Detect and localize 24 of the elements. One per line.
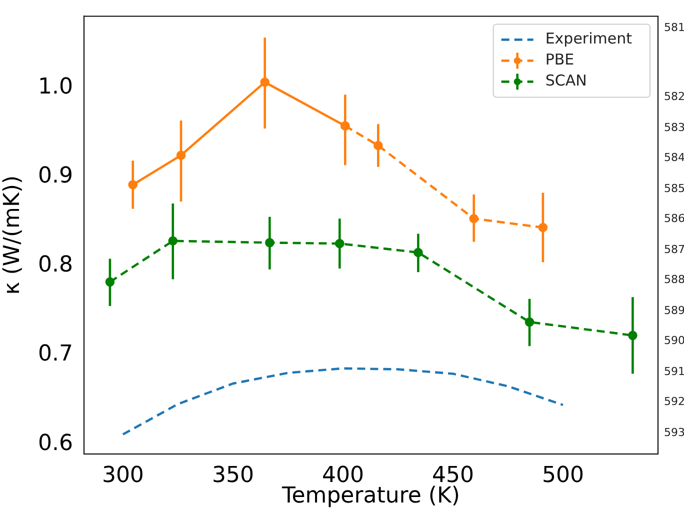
text: 587 bbox=[664, 242, 684, 256]
text: 585 bbox=[664, 182, 684, 194]
text: 588 bbox=[664, 273, 684, 286]
y-tick-label: 0.6 bbox=[38, 430, 73, 456]
y-axis-title: κ (W/(mK)) bbox=[0, 175, 25, 295]
text: 591 bbox=[664, 364, 684, 378]
text: 590 bbox=[664, 334, 684, 347]
text: 589 bbox=[664, 304, 684, 316]
text: 593 bbox=[664, 426, 684, 438]
text: 581 bbox=[664, 21, 684, 34]
legend-label: Experiment bbox=[545, 30, 632, 48]
y-tick-label: 1.0 bbox=[38, 74, 73, 100]
y-tick-label: 0.8 bbox=[38, 252, 73, 278]
text: 583 bbox=[664, 120, 684, 134]
y-tick-label: 0.7 bbox=[38, 342, 73, 367]
x-tick-label: 500 bbox=[542, 462, 584, 488]
legend-label: PBE bbox=[545, 50, 574, 69]
legend-label: SCAN bbox=[545, 72, 587, 90]
text: 592 bbox=[664, 395, 684, 408]
x-tick-label: 300 bbox=[102, 462, 144, 488]
text: 586 bbox=[664, 212, 684, 225]
y-tick-label: 0.9 bbox=[38, 163, 73, 188]
text: 582 bbox=[664, 90, 684, 103]
x-tick-label: 350 bbox=[212, 462, 254, 488]
